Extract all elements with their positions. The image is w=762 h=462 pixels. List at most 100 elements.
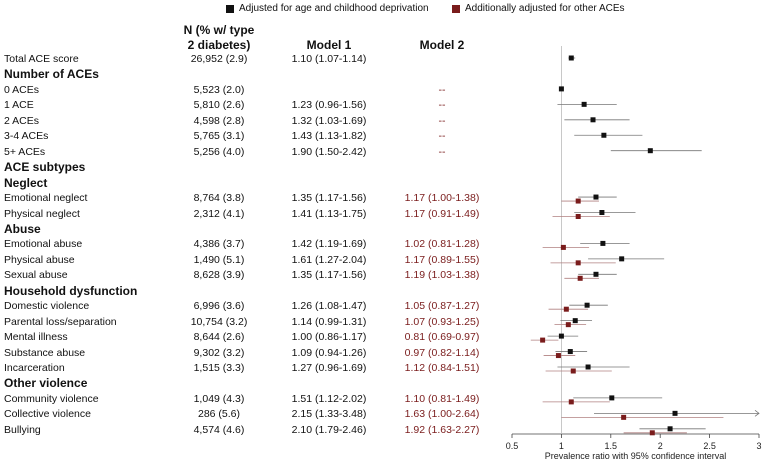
point-model1: [599, 210, 605, 215]
row-n: 8,628 (3.9): [193, 269, 245, 282]
row-model1: 1.26 (1.08-1.47): [291, 300, 367, 313]
point-model1: [567, 349, 573, 355]
row-label: Mental illness: [4, 331, 68, 344]
row-model1: 1.51 (1.12-2.02): [291, 392, 367, 405]
legend-label-model2: Additionally adjusted for other ACEs: [465, 3, 625, 14]
row-model1: 1.90 (1.50-2.42): [291, 145, 367, 158]
row-label: Incarceration: [4, 362, 65, 374]
row-label: Substance abuse: [4, 346, 86, 359]
x-tick-label: 3: [756, 441, 761, 451]
row-model1: 1.43 (1.13-1.82): [291, 130, 367, 143]
legend-item-model1: Adjusted for age and childhood deprivati…: [226, 3, 429, 14]
row-n: 2,312 (4.1): [193, 207, 245, 220]
row-model2: 1.05 (0.87-1.27): [404, 300, 480, 313]
point-model2: [621, 414, 627, 420]
row-model2: 0.81 (0.69-0.97): [404, 331, 480, 344]
point-model1: [667, 426, 673, 432]
row-n: 4,574 (4.6): [193, 423, 245, 436]
point-model1: [647, 148, 653, 154]
row-model1: 1.32 (1.03-1.69): [291, 114, 367, 127]
point-model1: [600, 240, 606, 246]
row-model1: 1.41 (1.13-1.75): [291, 207, 367, 220]
row-model1: 1.23 (0.96-1.56): [291, 99, 367, 112]
section-heading: Other violence: [4, 376, 88, 391]
x-tick-label: 1: [559, 441, 564, 451]
row-n: 5,523 (2.0): [193, 83, 245, 96]
point-model1: [593, 194, 599, 200]
row-model1: 1.42 (1.19-1.69): [291, 238, 367, 251]
row-model2: 1.19 (1.03-1.38): [404, 269, 480, 282]
section-heading: Number of ACEs: [4, 67, 99, 82]
point-model2: [570, 368, 576, 374]
point-model1: [601, 132, 607, 138]
header-n-line1: N (% w/ type: [183, 23, 255, 37]
header-model2: Model 2: [419, 38, 465, 52]
legend-swatch-red: [452, 4, 460, 13]
point-model1: [558, 86, 564, 92]
row-n: 5,810 (2.6): [193, 99, 245, 112]
row-n: 1,049 (4.3): [193, 392, 245, 405]
row-model2: 1.17 (1.00-1.38): [404, 192, 480, 205]
row-model2: --: [438, 83, 446, 96]
point-model2: [575, 260, 581, 266]
legend-item-model2: Additionally adjusted for other ACEs: [452, 3, 625, 14]
section-heading: Household dysfunction: [4, 283, 138, 298]
x-tick-label: 2: [658, 441, 663, 451]
x-tick-label: 0.5: [506, 441, 519, 451]
point-model2: [575, 198, 581, 204]
header-n-line2: 2 diabetes): [187, 38, 251, 52]
row-model2: 1.10 (0.81-1.49): [404, 392, 480, 405]
row-model1: 2.15 (1.33-3.48): [291, 408, 367, 421]
row-label: 0 ACEs: [4, 83, 40, 96]
row-model2: --: [438, 99, 446, 112]
point-model2: [560, 244, 566, 250]
row-label: Total ACE score: [4, 53, 79, 65]
row-model2: 1.12 (0.84-1.51): [404, 362, 480, 374]
point-model1: [619, 256, 625, 262]
row-model1: 1.00 (0.86-1.17): [291, 331, 367, 344]
row-label: Physical neglect: [4, 207, 80, 220]
x-tick-label: 1.5: [605, 441, 618, 451]
row-n: 9,302 (3.2): [193, 346, 245, 359]
row-label: Emotional abuse: [4, 238, 83, 251]
point-model2: [577, 275, 583, 281]
point-model1: [585, 364, 591, 370]
row-model1: 1.61 (1.27-2.04): [291, 253, 367, 266]
row-model2: 1.07 (0.93-1.25): [404, 315, 480, 328]
point-model1: [590, 117, 596, 123]
row-label: Sexual abuse: [4, 269, 68, 282]
row-model1: 1.14 (0.99-1.31): [291, 315, 367, 328]
point-model2: [565, 322, 571, 328]
x-axis-title: Prevalence ratio with 95% confidence int…: [545, 451, 727, 461]
header-model1: Model 1: [306, 38, 352, 52]
point-model1: [568, 55, 574, 61]
row-model2: 1.92 (1.63-2.27): [404, 423, 480, 436]
row-n: 286 (5.6): [197, 408, 241, 421]
row-n: 5,765 (3.1): [193, 130, 245, 143]
row-n: 8,644 (2.6): [193, 331, 245, 344]
row-label: Emotional neglect: [4, 192, 88, 205]
row-n: 6,996 (3.6): [193, 300, 245, 313]
row-model1: 1.35 (1.17-1.56): [291, 192, 367, 205]
row-label: 3-4 ACEs: [4, 130, 49, 143]
row-model2: --: [438, 145, 446, 158]
legend-label-model1: Adjusted for age and childhood deprivati…: [239, 3, 429, 14]
row-label: 5+ ACEs: [4, 145, 46, 158]
point-model1: [609, 395, 615, 401]
row-model2: 1.17 (0.91-1.49): [404, 207, 480, 220]
row-label: Parental loss/separation: [4, 315, 117, 328]
row-n: 4,386 (3.7): [193, 238, 245, 251]
row-model1: 1.09 (0.94-1.26): [291, 346, 367, 359]
row-n: 10,754 (3.2): [190, 315, 248, 328]
ci-arrow: [754, 410, 760, 417]
point-model1: [593, 271, 599, 277]
row-model1: 2.10 (1.79-2.46): [291, 423, 367, 436]
point-model2: [568, 399, 574, 405]
row-label: Domestic violence: [4, 300, 90, 313]
row-label: 2 ACEs: [4, 114, 40, 127]
point-model1: [672, 410, 678, 416]
row-label: Bullying: [4, 423, 41, 436]
row-label: Community violence: [4, 392, 99, 405]
